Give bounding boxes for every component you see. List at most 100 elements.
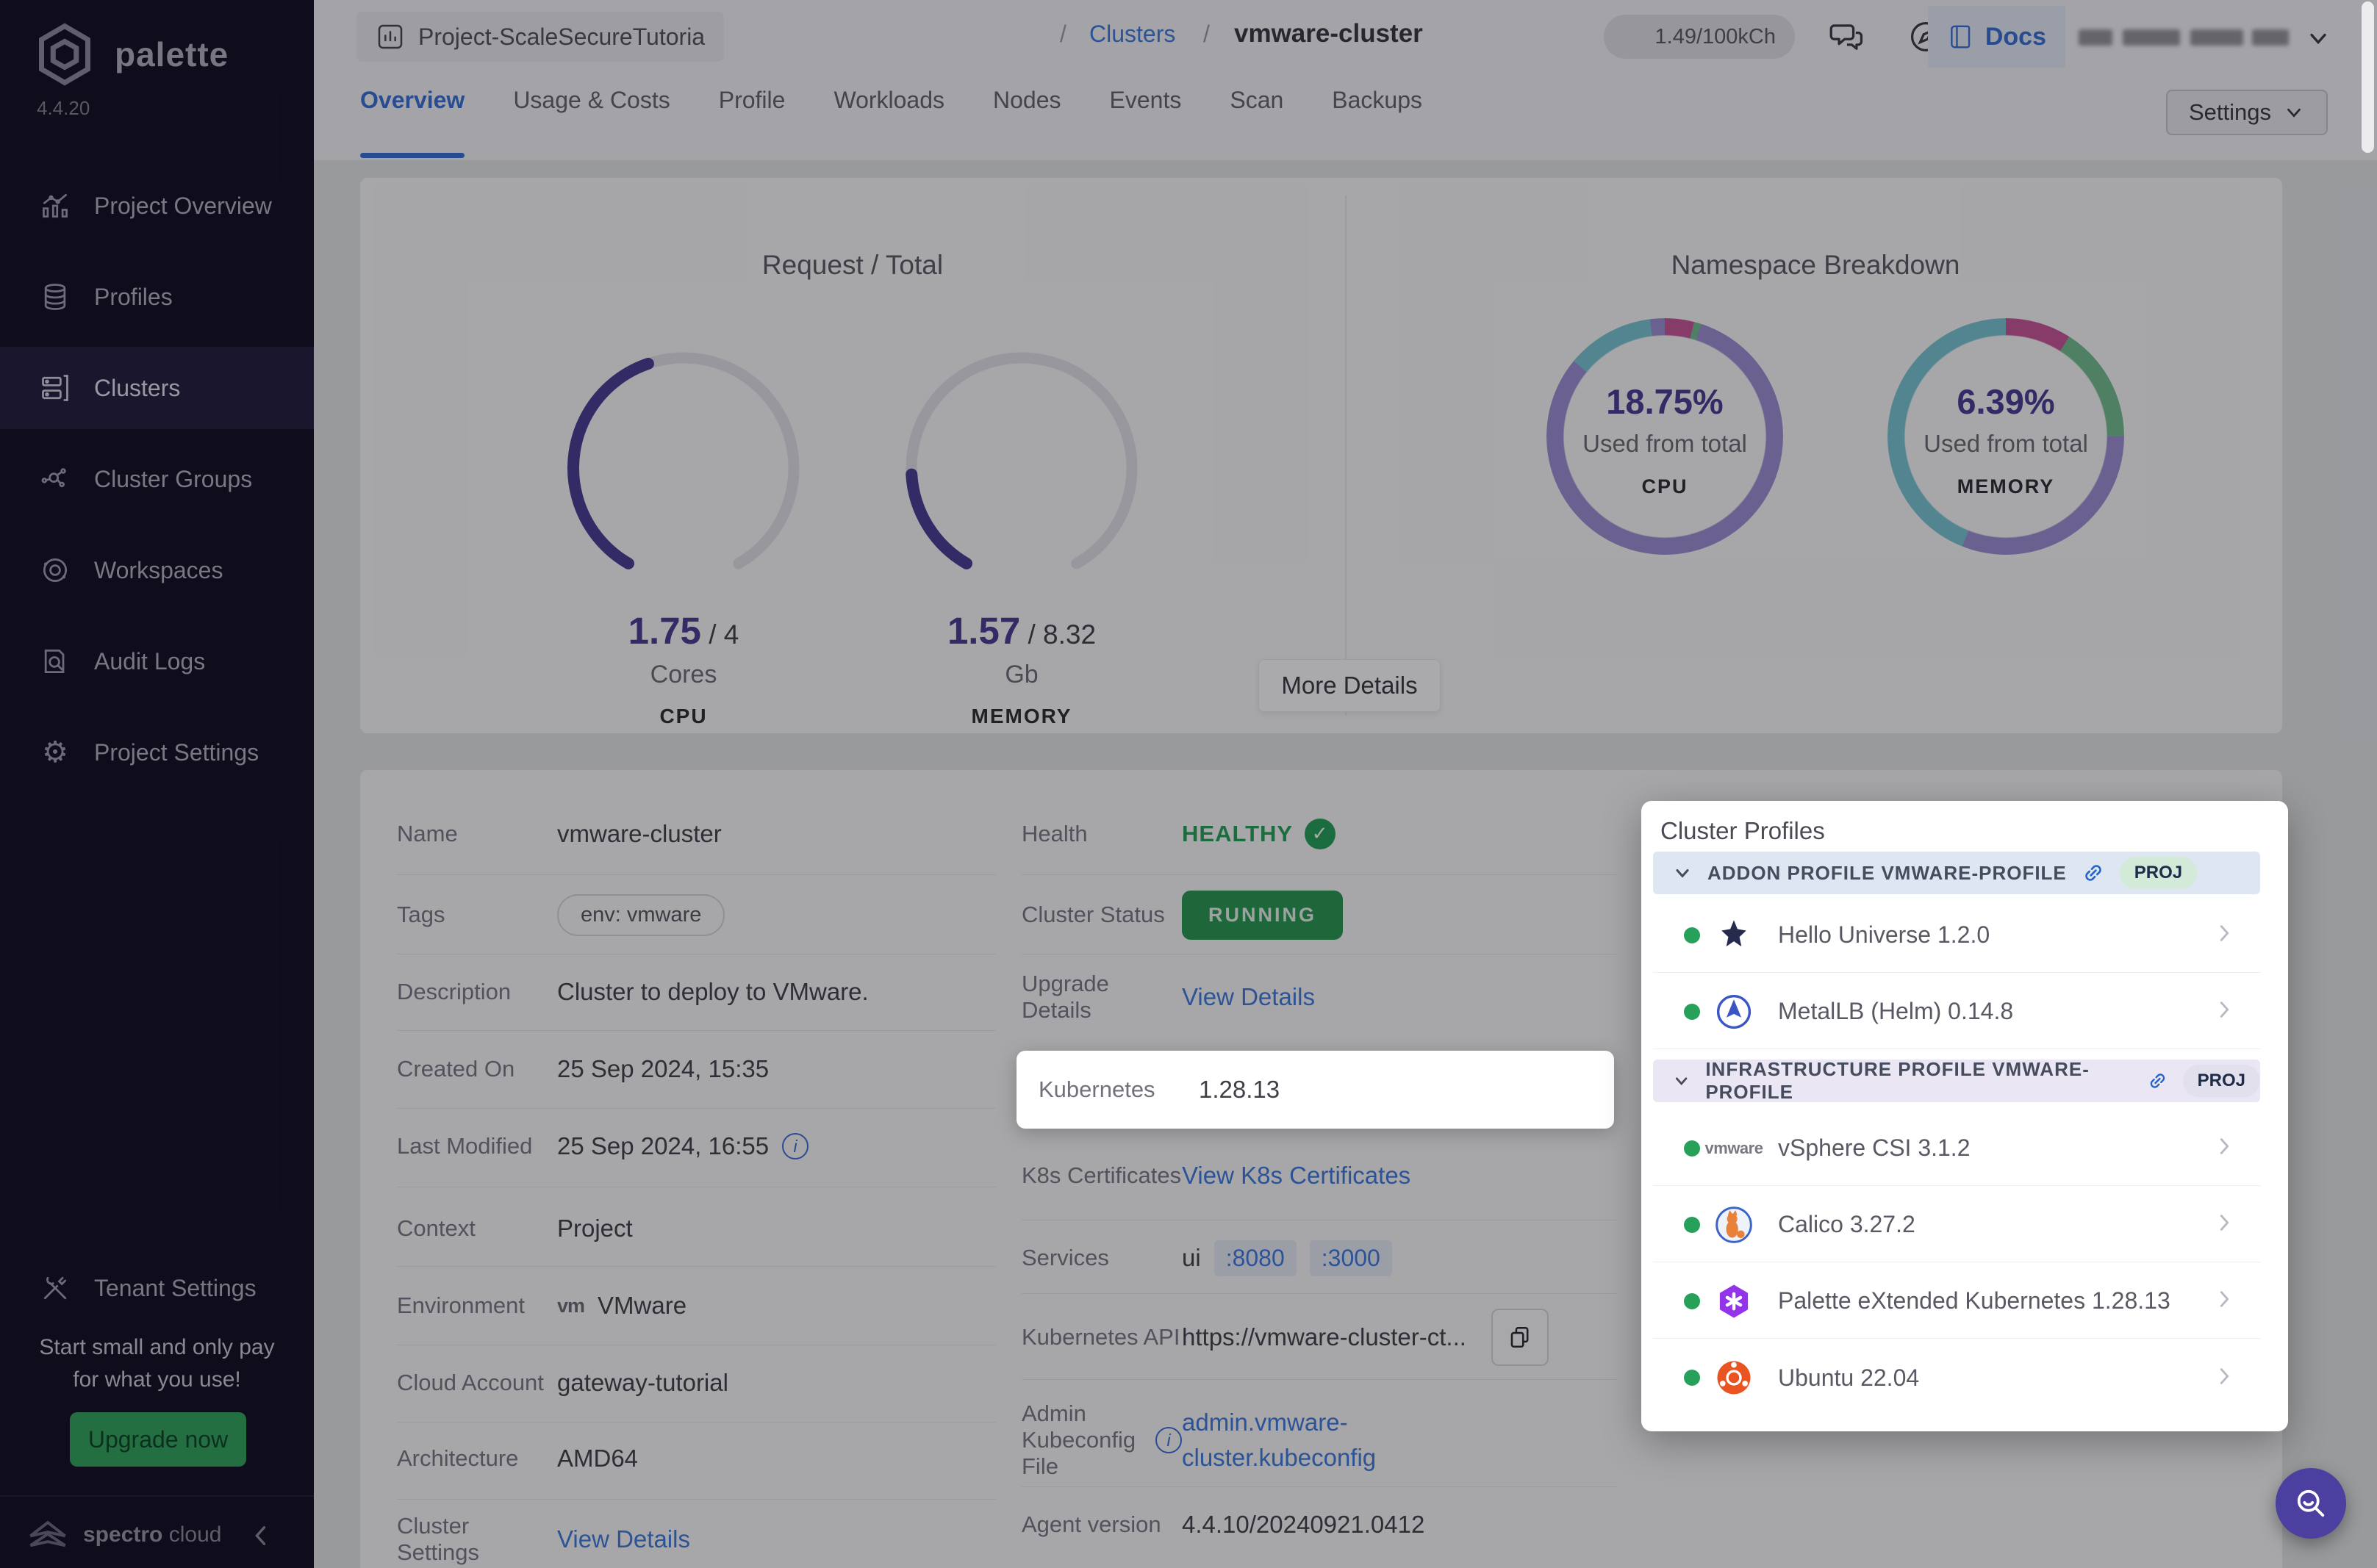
settings-button[interactable]: Settings	[2166, 90, 2328, 135]
infrastructure-profile-section-header[interactable]: INFRASTRUCTURE PROFILE VMWARE-PROFILE PR…	[1653, 1058, 2261, 1103]
project-icon	[378, 24, 403, 49]
info-icon[interactable]: i	[782, 1133, 809, 1159]
sidebar-item-label: Profiles	[94, 283, 173, 310]
detail-row-last-modified: Last Modified 25 Sep 2024, 16:55 i	[397, 1115, 1000, 1177]
breadcrumb-current-cluster: vmware-cluster	[1234, 19, 1423, 48]
popup-title: Cluster Profiles	[1660, 817, 1825, 844]
card-divider	[1345, 195, 1347, 716]
user-account-redacted	[2190, 29, 2243, 46]
sidebar: palette 4.4.20 Project Overview Profiles	[0, 0, 314, 1568]
chevron-down-icon	[1675, 1077, 1688, 1086]
tab-profile[interactable]: Profile	[718, 87, 786, 113]
sidebar-item-label: Audit Logs	[94, 647, 206, 675]
detail-row-name: Name vmware-cluster	[397, 820, 722, 847]
chevron-right-icon	[2213, 1135, 2235, 1161]
audit-icon	[38, 644, 72, 678]
detail-row-environment: Environment vm VMware	[397, 1292, 687, 1319]
detail-row-k8s-certificates: K8s Certificates View K8s Certificates	[1022, 1162, 1411, 1189]
top-bar: Project-ScaleSecureTutoria / Clusters / …	[314, 0, 2377, 160]
status-dot	[1684, 1216, 1700, 1233]
status-dot	[1684, 1370, 1700, 1386]
sidebar-item-project-overview[interactable]: Project Overview	[0, 165, 314, 247]
sidebar-item-profiles[interactable]: Profiles	[0, 256, 314, 338]
palette-hexagon-icon	[39, 23, 90, 86]
sidebar-item-label: Clusters	[94, 374, 181, 401]
status-dot	[1684, 1292, 1700, 1309]
app-version: 4.4.20	[37, 97, 90, 119]
link-icon	[2085, 865, 2101, 881]
copy-icon[interactable]	[1491, 1309, 1549, 1366]
breadcrumb-separator: /	[1203, 21, 1210, 47]
search-beacon-fab[interactable]	[2276, 1468, 2346, 1539]
proj-badge: PROJ	[2119, 857, 2198, 889]
sidebar-item-audit-logs[interactable]: Audit Logs	[0, 620, 314, 702]
memory-gauge: 1.57 / 8.32 Gb MEMORY	[897, 343, 1147, 727]
pxk-icon	[1700, 1281, 1768, 1321]
detail-row-agent-version: Agent version 4.4.10/20240921.0412	[1022, 1511, 1425, 1538]
chat-icon[interactable]	[1829, 18, 1867, 60]
tab-overview[interactable]: Overview	[360, 87, 465, 158]
tab-workloads[interactable]: Workloads	[833, 87, 945, 113]
search-icon	[2297, 1489, 2325, 1517]
sidebar-item-workspaces[interactable]: Workspaces	[0, 529, 314, 611]
profile-layer-calico[interactable]: Calico 3.27.2	[1653, 1187, 2260, 1262]
detail-row-cluster-status: Cluster Status RUNNING	[1022, 884, 1618, 946]
detail-row-description: Description Cluster to deploy to VMware.	[397, 978, 869, 1005]
profile-layer-metallb[interactable]: MetalLB (Helm) 0.14.8	[1653, 974, 2260, 1049]
tab-nodes[interactable]: Nodes	[993, 87, 1061, 113]
detail-row-upgrade-details: Upgrade Details View Details	[1022, 971, 1315, 1023]
chevron-right-icon	[2213, 999, 2235, 1024]
breadcrumb-project-chip[interactable]: Project-ScaleSecureTutoria	[356, 12, 725, 62]
ubuntu-icon	[1700, 1358, 1768, 1398]
sidebar-item-label: Project Overview	[94, 192, 272, 219]
healthy-check-icon: ✓	[1305, 819, 1336, 849]
sidebar-item-tenant-settings[interactable]: Tenant Settings	[0, 1247, 314, 1329]
detail-row-context: Context Project	[397, 1215, 633, 1242]
profile-layer-vsphere-csi[interactable]: vmware vSphere CSI 3.1.2	[1653, 1111, 2260, 1186]
tab-events[interactable]: Events	[1109, 87, 1182, 113]
sidebar-item-label: Tenant Settings	[94, 1274, 257, 1301]
breadcrumb-clusters-link[interactable]: Clusters	[1089, 21, 1176, 47]
sidebar-divider	[0, 1495, 314, 1497]
info-icon[interactable]: i	[1155, 1427, 1182, 1453]
kubeconfig-file-link[interactable]: admin.vmware-cluster.kubeconfig	[1182, 1409, 1377, 1471]
sidebar-item-project-settings[interactable]: ⚙ Project Settings	[0, 711, 314, 794]
profile-layer-hello-universe[interactable]: Hello Universe 1.2.0	[1653, 898, 2260, 973]
account-chevron-down-icon[interactable]	[2305, 25, 2331, 55]
sidebar-collapse-icon[interactable]	[250, 1522, 272, 1553]
chevron-right-icon	[2213, 1288, 2235, 1314]
user-account-redacted	[2252, 29, 2289, 46]
upgrade-view-details-link[interactable]: View Details	[1182, 983, 1315, 1010]
profile-layer-ubuntu[interactable]: Ubuntu 22.04	[1653, 1340, 2260, 1415]
running-status-badge: RUNNING	[1182, 890, 1343, 940]
spectro-cloud-logo-icon	[29, 1520, 66, 1547]
hello-universe-icon	[1700, 916, 1768, 954]
upgrade-now-button[interactable]: Upgrade now	[70, 1412, 246, 1467]
breadcrumb-separator: /	[1060, 21, 1066, 47]
service-port-link[interactable]: :3000	[1309, 1240, 1392, 1276]
view-k8s-certificates-link[interactable]: View K8s Certificates	[1182, 1162, 1411, 1189]
chevron-right-icon	[2213, 1365, 2235, 1391]
chevron-right-icon	[2213, 1212, 2235, 1237]
kubernetes-spotlight-row[interactable]: Kubernetes 1.28.13	[1017, 1051, 1614, 1129]
vmware-logo-icon: vm	[557, 1294, 585, 1317]
tab-backups[interactable]: Backups	[1332, 87, 1423, 113]
addon-profile-section-header[interactable]: ADDON PROFILE VMWARE-PROFILE PROJ	[1653, 852, 2260, 894]
service-port-link[interactable]: :8080	[1213, 1240, 1297, 1276]
docs-button[interactable]: Docs	[1927, 6, 2065, 68]
sidebar-item-clusters[interactable]: Clusters	[0, 347, 314, 429]
usage-summary-card: Request / Total Namespace Breakdown 1.75…	[360, 178, 2282, 733]
breadcrumb-project-label: Project-ScaleSecureTutoria	[418, 23, 706, 50]
namespace-breakdown-title: Namespace Breakdown	[1671, 250, 1960, 280]
cluster-settings-view-details-link[interactable]: View Details	[557, 1525, 690, 1553]
tag-pill: env: vmware	[557, 893, 725, 936]
tab-scan[interactable]: Scan	[1230, 87, 1284, 113]
profile-layer-palette-extended-kubernetes[interactable]: Palette eXtended Kubernetes 1.28.13	[1653, 1264, 2260, 1339]
sidebar-item-cluster-groups[interactable]: Cluster Groups	[0, 438, 314, 520]
more-details-button[interactable]: More Details	[1258, 659, 1441, 712]
detail-row-cloud-account: Cloud Account gateway-tutorial	[397, 1369, 728, 1396]
tab-usage-costs[interactable]: Usage & Costs	[513, 87, 670, 113]
palette-logo: palette	[34, 22, 229, 87]
scrollbar-thumb[interactable]	[2362, 1, 2374, 153]
